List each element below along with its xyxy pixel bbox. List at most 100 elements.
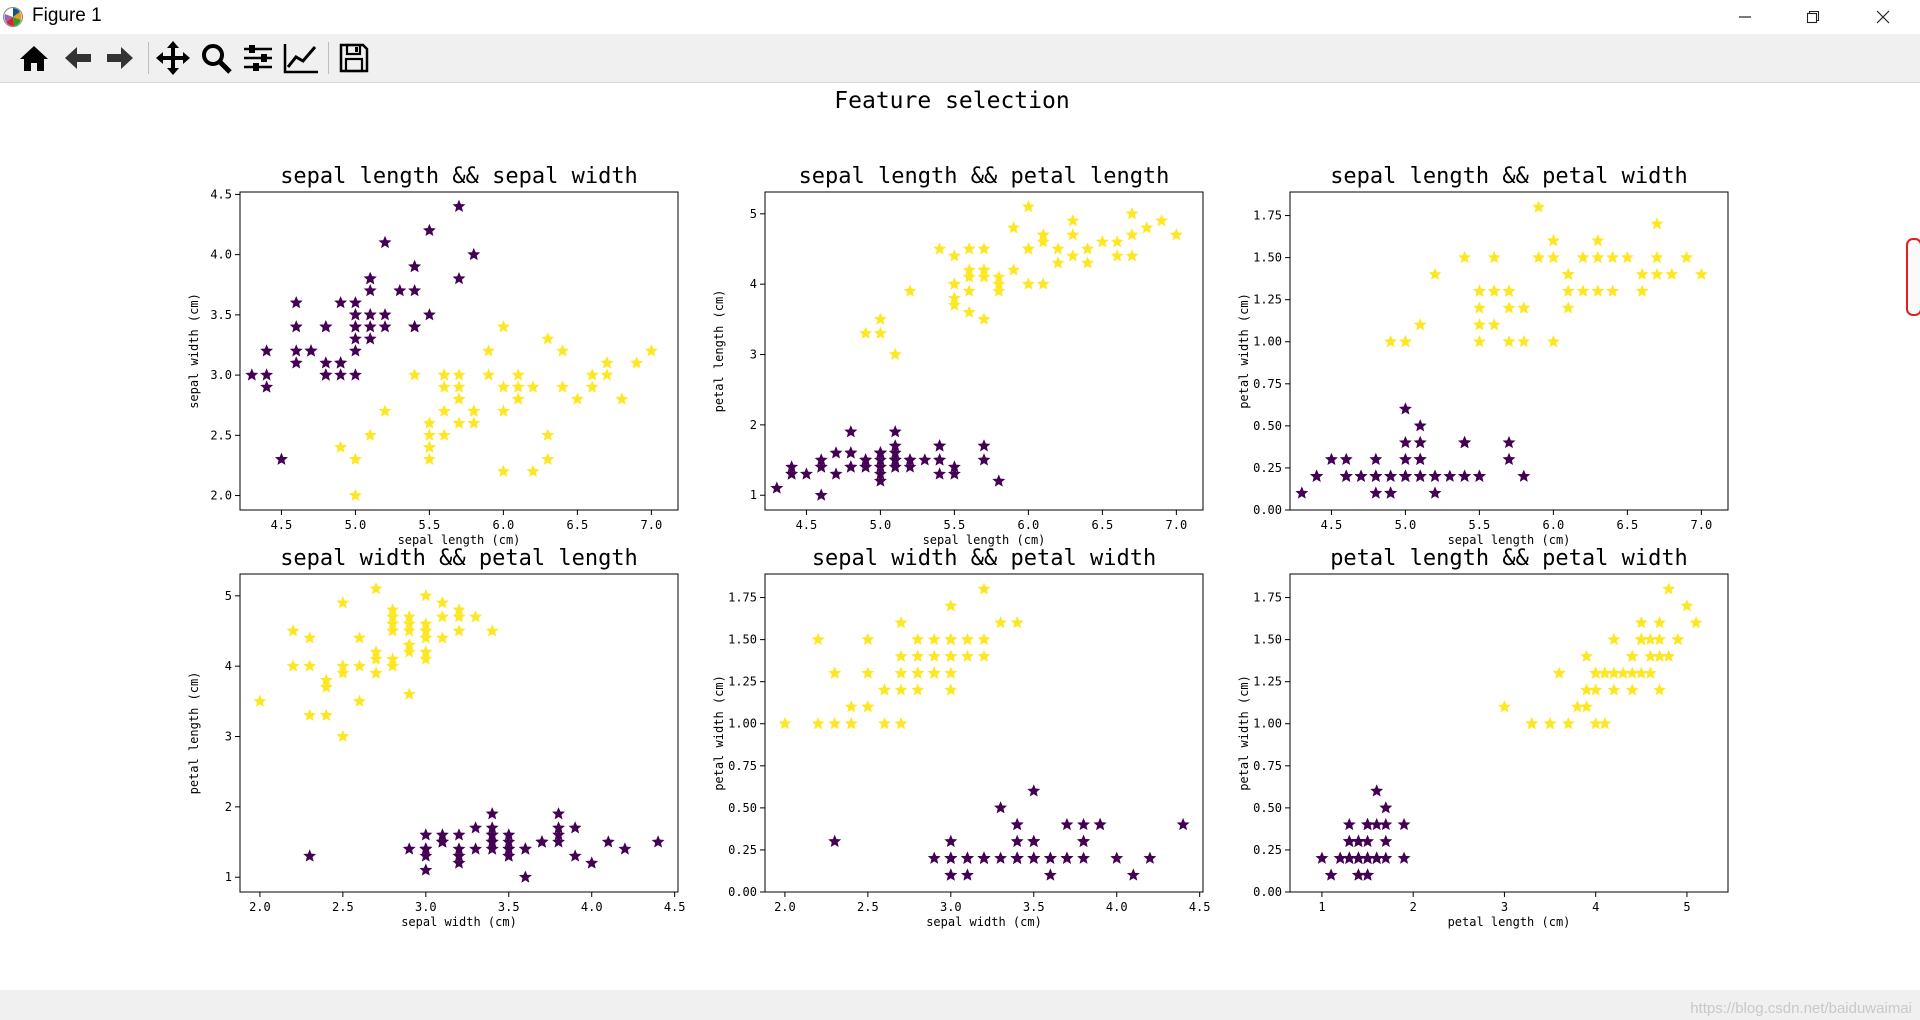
home-icon (20, 46, 48, 71)
star-point-class0 (485, 835, 499, 848)
y-tick-label: 0.00 (728, 885, 757, 899)
x-axis-label: sepal width (cm) (926, 915, 1042, 929)
star-point-class0 (1351, 851, 1365, 864)
star-point-class1 (419, 624, 433, 637)
star-point-class0 (1370, 784, 1384, 797)
star-point-class0 (829, 446, 843, 459)
subplot-4: sepal width && petal length 2.0 2.5 3.0 3.5 4… (187, 546, 686, 929)
star-point-class1 (1546, 334, 1560, 348)
star-point-class0 (419, 849, 433, 862)
y-tick-label: 1.75 (728, 591, 757, 605)
star-point-class0 (363, 283, 377, 297)
subplot-5: sepal width && petal width 2.0 2.5 3.0 3.5 4.… (712, 546, 1211, 929)
star-point-class0 (1339, 469, 1353, 482)
subplot-title: sepal width && petal length (280, 546, 638, 571)
y-tick-label: 0.75 (728, 759, 757, 773)
star-point-class1 (977, 582, 991, 595)
save-icon (339, 43, 369, 73)
subplots-button[interactable] (238, 38, 278, 78)
close-button[interactable] (1854, 0, 1912, 34)
star-point-class0 (1458, 435, 1472, 449)
star-point-class1 (378, 404, 392, 417)
star-point-class0 (1010, 834, 1024, 848)
star-point-class0 (960, 868, 974, 881)
save-button[interactable] (334, 38, 374, 78)
forward-button[interactable] (100, 38, 140, 78)
x-tick-label: 4.5 (664, 900, 686, 914)
x-tick-label: 5.5 (419, 518, 441, 532)
star-point-class1 (469, 610, 483, 623)
star-point-class0 (1443, 469, 1457, 482)
star-point-class0 (319, 368, 333, 381)
star-point-class0 (1295, 486, 1309, 499)
star-point-class0 (1027, 851, 1041, 864)
star-point-class1 (437, 380, 451, 393)
star-point-class1 (511, 380, 525, 393)
star-point-class1 (1546, 234, 1560, 247)
star-point-class1 (1010, 616, 1024, 629)
axes-frame (239, 191, 679, 511)
back-button[interactable] (58, 38, 98, 78)
star-point-class1 (1081, 242, 1095, 255)
star-point-class0 (1315, 851, 1329, 864)
star-point-class0 (873, 474, 887, 487)
figure-canvas[interactable]: Feature selection sepal length && sepal w… (0, 83, 1920, 990)
edit-axes-button[interactable] (281, 38, 321, 78)
star-point-class0 (927, 851, 941, 864)
x-tick-label: 6.5 (567, 518, 589, 532)
x-tick-label: 5.0 (1395, 518, 1417, 532)
star-point-class1 (353, 631, 366, 644)
star-point-class1 (927, 666, 941, 679)
x-axis-label: sepal length (cm) (1448, 533, 1571, 547)
star-point-class1 (1502, 284, 1516, 297)
star-point-class0 (378, 235, 392, 249)
star-point-class0 (1143, 851, 1157, 864)
restore-button[interactable] (1784, 0, 1842, 34)
star-point-class1 (435, 596, 449, 609)
star-point-class0 (1126, 868, 1140, 881)
scroll-indicator[interactable] (1906, 238, 1920, 316)
star-point-class1 (1625, 649, 1639, 662)
star-point-class1 (452, 368, 466, 381)
y-tick-label: 1.50 (728, 633, 757, 647)
star-point-class0 (1093, 817, 1107, 831)
y-tick-label: 3 (750, 348, 757, 362)
star-point-class1 (336, 666, 350, 679)
star-point-class0 (829, 467, 843, 480)
star-point-class1 (485, 624, 499, 637)
back-icon (65, 47, 91, 69)
star-point-class0 (933, 467, 947, 480)
star-point-class1 (1665, 267, 1679, 280)
star-point-class1 (482, 368, 496, 381)
y-tick-label: 3.0 (210, 368, 232, 382)
star-point-class1 (962, 284, 976, 297)
star-point-class1 (1021, 277, 1035, 290)
star-point-class0 (1010, 817, 1024, 831)
star-point-class0 (363, 320, 377, 333)
star-point-class1 (1625, 683, 1639, 696)
star-point-class0 (260, 344, 274, 357)
x-tick-label: 2.5 (857, 900, 879, 914)
x-tick-label: 2.5 (332, 900, 354, 914)
pan-button[interactable] (153, 38, 193, 78)
minimize-button[interactable] (1716, 0, 1774, 34)
star-point-class0 (452, 828, 466, 841)
y-tick-label: 5 (750, 207, 757, 221)
y-tick-label: 0.75 (1253, 377, 1282, 391)
y-tick-label: 1.25 (1253, 675, 1282, 689)
star-point-class1 (888, 347, 902, 361)
star-point-class1 (977, 312, 991, 325)
star-point-class1 (402, 687, 416, 700)
x-tick-label: 5.0 (345, 518, 367, 532)
star-point-class1 (894, 683, 908, 696)
window-title: Figure 1 (32, 5, 102, 26)
star-point-class0 (1369, 486, 1383, 499)
star-point-class1 (452, 610, 466, 623)
x-axis-label: sepal width (cm) (401, 915, 517, 929)
zoom-button[interactable] (196, 38, 236, 78)
star-point-class0 (260, 368, 274, 381)
star-point-class1 (811, 632, 825, 646)
star-point-class1 (419, 589, 433, 602)
home-button[interactable] (14, 38, 54, 78)
star-point-class1 (511, 392, 525, 405)
